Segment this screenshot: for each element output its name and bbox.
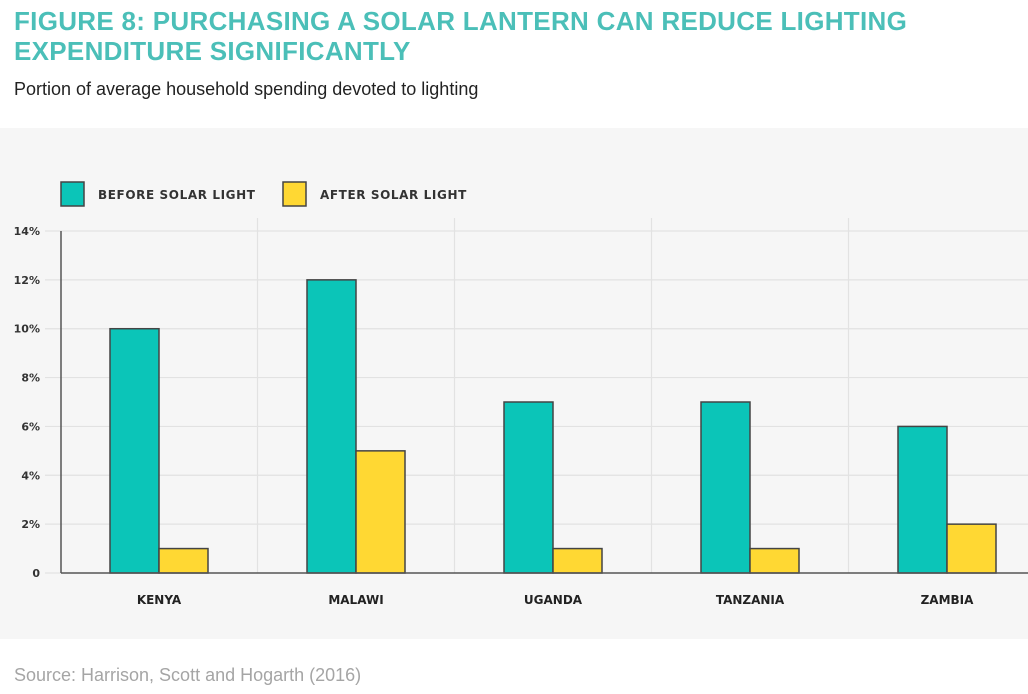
source-note: Source: Harrison, Scott and Hogarth (201… (14, 665, 362, 685)
bar-before (897, 425, 948, 574)
bar-after (158, 547, 209, 574)
bar-before (306, 279, 357, 574)
y-tick-label: 12% (14, 274, 40, 287)
x-tick-label: ZAMBIA (921, 593, 975, 607)
axes (60, 231, 1028, 574)
legend: BEFORE SOLAR LIGHT AFTER SOLAR LIGHT (60, 181, 467, 207)
x-tick-label: UGANDA (524, 593, 583, 607)
y-tick-label: 0 (32, 567, 40, 580)
y-tick-label: 2% (21, 518, 40, 531)
legend-label-after: AFTER SOLAR LIGHT (320, 188, 467, 202)
bars (109, 279, 997, 574)
bar-before (503, 401, 554, 574)
y-tick-label: 8% (21, 372, 40, 385)
x-tick-label: TANZANIA (716, 593, 785, 607)
x-tick-label: KENYA (137, 593, 182, 607)
y-tick-label: 4% (21, 469, 40, 482)
x-axis-labels: KENYA MALAWI UGANDA TANZANIA ZAMBIA (137, 593, 974, 607)
y-tick-label: 10% (14, 323, 40, 336)
bar-after (946, 523, 997, 574)
x-tick-label: MALAWI (328, 593, 383, 607)
bar-after (355, 450, 406, 574)
chart-subtitle: Portion of average household spending de… (14, 79, 479, 99)
legend-swatch-before (60, 181, 85, 207)
bar-before (109, 327, 160, 574)
legend-swatch-after (282, 181, 307, 207)
y-tick-label: 6% (21, 420, 40, 433)
legend-label-before: BEFORE SOLAR LIGHT (98, 188, 256, 202)
chart-title: FIGURE 8: PURCHASING A SOLAR LANTERN CAN… (14, 6, 908, 66)
y-tick-label: 14% (14, 225, 40, 238)
y-axis-ticks: 0 2% 4% 6% 8% 10% 12% 14% (14, 225, 41, 580)
bar-after (552, 547, 603, 574)
bar-after (749, 547, 800, 574)
bar-before (700, 401, 751, 574)
